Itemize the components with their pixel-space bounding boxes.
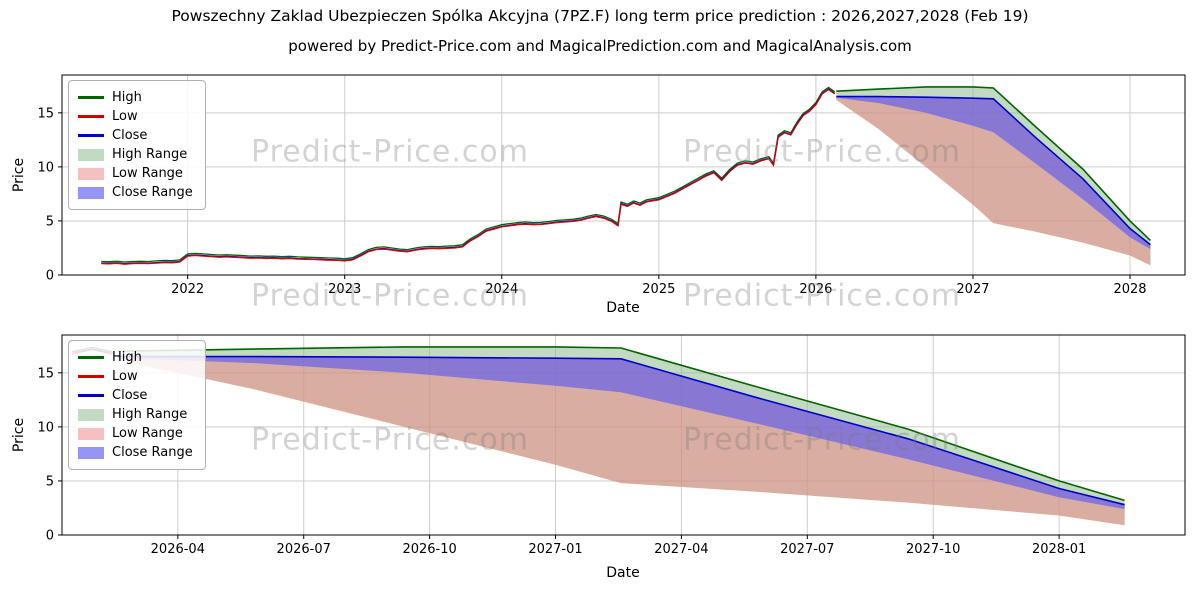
y-tick-label: 10: [37, 160, 54, 175]
legend-top-chart: High Low Close High Range Low Range Close Ran…: [68, 80, 206, 210]
high-line-history: [101, 86, 836, 263]
low-line-history: [101, 88, 836, 265]
legend-label: High: [112, 90, 142, 105]
legend-item-high: High: [78, 88, 193, 107]
low-range-band: [117, 356, 1125, 526]
legend-item-low-range: Low Range: [78, 164, 193, 183]
legend-swatch: [78, 375, 104, 378]
legend-item-high: High: [78, 348, 193, 367]
x-tick-label: 2026-10: [402, 542, 456, 557]
legend-item-low: Low: [78, 107, 193, 126]
y-tick-label: 5: [46, 214, 54, 229]
close-range-band: [117, 356, 1125, 510]
legend-label: Low: [112, 109, 138, 124]
legend-swatch: [78, 115, 104, 118]
y-tick-label: 15: [37, 366, 54, 381]
y-tick-label: 0: [46, 269, 54, 284]
figure-subtitle: powered by Predict-Price.com and Magical…: [288, 37, 912, 55]
legend-swatch: [78, 394, 104, 397]
y-axis-label-top: Price: [11, 157, 27, 193]
x-tick-label: 2028: [1113, 282, 1146, 297]
legend-item-close-range: Close Range: [78, 183, 193, 202]
axes-frame: [61, 74, 1186, 276]
x-tick-label: 2026-04: [151, 542, 205, 557]
x-tick-label: 2027: [956, 282, 989, 297]
legend-swatch: [78, 427, 104, 440]
legend-label: High Range: [112, 407, 188, 422]
close-range-band: [836, 96, 1151, 250]
legend-label: Low: [112, 369, 138, 384]
legend-label: Low Range: [112, 426, 183, 441]
legend-item-low-range: Low Range: [78, 424, 193, 443]
high-line-forecast: [117, 346, 1125, 502]
legend-swatch: [78, 356, 104, 359]
x-tick-label: 2024: [485, 282, 518, 297]
legend-swatch: [78, 167, 104, 180]
legend-item-low: Low: [78, 367, 193, 386]
x-tick-label: 2025: [642, 282, 675, 297]
legend-label: Close Range: [112, 445, 193, 460]
legend-label: High: [112, 350, 142, 365]
x-tick-label: 2023: [328, 282, 361, 297]
axes-frame: [61, 334, 1186, 536]
x-axis-label-bottom: Date: [606, 565, 640, 581]
legend-swatch: [78, 186, 104, 199]
legend-label: Close: [112, 388, 148, 403]
legend-swatch: [78, 446, 104, 459]
legend-item-close: Close: [78, 126, 193, 145]
low-range-band: [836, 96, 1151, 266]
legend-item-close-range: Close Range: [78, 443, 193, 462]
legend-item-close: Close: [78, 386, 193, 405]
legend-label: Low Range: [112, 166, 183, 181]
figure-title: Powszechny Zaklad Ubezpieczen Spólka Akc…: [171, 7, 1029, 25]
legend-swatch: [78, 408, 104, 421]
high-line-forecast: [836, 86, 1151, 241]
y-tick-label: 10: [37, 420, 54, 435]
legend-bottom-chart: High Low Close High Range Low Range Close Ran…: [68, 340, 206, 470]
legend-label: Close Range: [112, 185, 193, 200]
x-tick-label: 2026-07: [277, 542, 331, 557]
x-tick-label: 2026: [799, 282, 832, 297]
legend-swatch: [78, 134, 104, 137]
y-axis-label-bottom: Price: [11, 417, 27, 453]
legend-label: High Range: [112, 147, 188, 162]
x-tick-label: 2027-07: [780, 542, 834, 557]
x-tick-label: 2027-01: [528, 542, 582, 557]
x-tick-label: 2022: [171, 282, 204, 297]
x-tick-label: 2027-10: [906, 542, 960, 557]
legend-swatch: [78, 148, 104, 161]
x-tick-label: 2027-04: [654, 542, 708, 557]
y-tick-label: 0: [46, 529, 54, 544]
y-tick-label: 5: [46, 474, 54, 489]
close-line-forecast: [836, 95, 1151, 246]
legend-label: Close: [112, 128, 148, 143]
legend-item-high-range: High Range: [78, 405, 193, 424]
legend-item-high-range: High Range: [78, 145, 193, 164]
y-tick-label: 15: [37, 106, 54, 121]
close-line-forecast: [117, 355, 1125, 506]
x-tick-label: 2028-01: [1032, 542, 1086, 557]
x-axis-label-top: Date: [606, 300, 640, 316]
legend-swatch: [78, 96, 104, 99]
